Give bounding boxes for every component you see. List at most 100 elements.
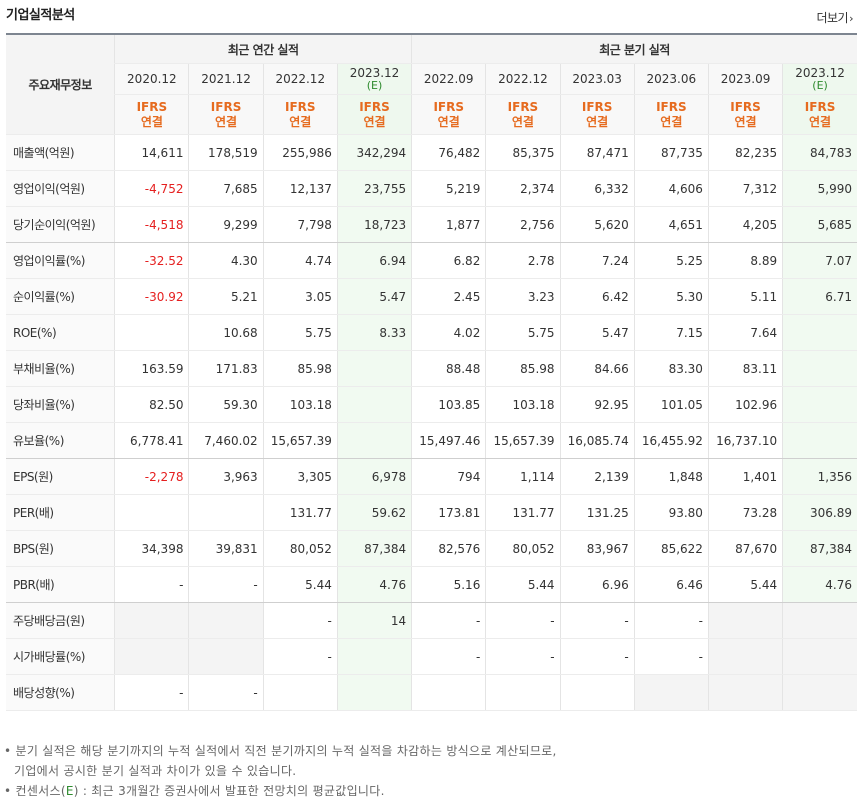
basis-scope: 연결 [734, 114, 757, 129]
table-cell: 306.89 [782, 494, 857, 531]
table-cell: 84,783 [782, 134, 857, 171]
basis-header: IFRS 연결 [114, 94, 189, 135]
table-cell: 7,685 [188, 170, 264, 207]
more-link[interactable]: 더보기› [816, 9, 853, 26]
table-cell: 4,205 [707, 206, 783, 243]
table-cell: 76,482 [411, 134, 486, 171]
table-cell: 1,356 [782, 458, 857, 495]
table-cell [782, 386, 857, 423]
table-cell: 4.74 [262, 242, 338, 279]
basis-header: IFRS 연결 [485, 94, 561, 135]
table-cell: - [262, 638, 338, 675]
period-header: 2023.09 [707, 63, 783, 95]
table-cell: 4,651 [633, 206, 709, 243]
table-row: PBR(배) - -5.44 4.76 5.16 5.44 6.96 6.46 5.44 4.76 [6, 566, 857, 603]
table-cell: 85,375 [485, 134, 561, 171]
table-cell: 2.78 [485, 242, 561, 279]
table-row: 순이익률(%) -30.92 5.21 3.05 5.47 2.45 3.23 6.42 5.3… [6, 278, 857, 315]
table-cell: 16,455.92 [633, 422, 709, 459]
period-header: 2023.03 [559, 63, 635, 95]
table-cell: 1,877 [411, 206, 486, 243]
table-cell: 3,305 [262, 458, 338, 495]
basis-scope: 연결 [660, 114, 683, 129]
row-label: BPS(원) [6, 530, 115, 567]
table-cell [114, 602, 189, 639]
row-label: 시가배당률(%) [6, 638, 115, 675]
table-cell: 9,299 [188, 206, 264, 243]
basis-standard: IFRS [285, 99, 316, 114]
basis-scope: 연결 [437, 114, 460, 129]
table-cell: 6.42 [559, 278, 635, 315]
table-cell: 163.59 [114, 350, 189, 387]
table-cell: 6.94 [336, 242, 412, 279]
table-cell: 5.47 [559, 314, 635, 351]
period-header: 2021.12 [188, 63, 264, 95]
table-cell: 15,657.39 [485, 422, 561, 459]
table-cell: - [633, 602, 709, 639]
table-cell [782, 314, 857, 351]
table-cell: 103.18 [262, 386, 338, 423]
basis-standard: IFRS [359, 99, 390, 114]
table-cell: - [485, 602, 561, 639]
table-cell: 1,848 [633, 458, 709, 495]
period-header: 2023.06 [633, 63, 709, 95]
table-cell [336, 386, 412, 423]
table-cell: 82.50 [114, 386, 189, 423]
row-label: PER(배) [6, 494, 115, 531]
table-cell [114, 314, 189, 351]
row-label: 유보율(%) [6, 422, 115, 459]
table-cell [707, 638, 783, 675]
table-cell: 2,139 [559, 458, 635, 495]
table-cell: 87,670 [707, 530, 783, 567]
table-cell: 85.98 [485, 350, 561, 387]
table-cell [336, 422, 412, 459]
table-cell [188, 494, 264, 531]
table-cell: - [559, 602, 635, 639]
table-cell: - [188, 566, 264, 603]
basis-scope: 연결 [140, 114, 163, 129]
table-cell: 4.02 [411, 314, 486, 351]
row-label: 영업이익률(%) [6, 242, 115, 279]
table-cell [336, 350, 412, 387]
table-cell: 87,384 [782, 530, 857, 567]
table-cell [336, 674, 412, 711]
table-row: 당좌비율(%) 82.50 59.30 103.18 103.85 103.18 92.95… [6, 386, 857, 423]
table-cell: 15,657.39 [262, 422, 338, 459]
table-cell: 5,620 [559, 206, 635, 243]
table-cell: 3.23 [485, 278, 561, 315]
row-label: 주당배당금(원) [6, 602, 115, 639]
table-cell [114, 638, 189, 675]
row-label: EPS(원) [6, 458, 115, 495]
table-cell: - [485, 638, 561, 675]
table-row: PER(배) 131.77 59.62 173.81 131.77 131.25 93.80… [6, 494, 857, 531]
table-cell: 7.15 [633, 314, 709, 351]
table-cell: 342,294 [336, 134, 412, 171]
table-cell: 18,723 [336, 206, 412, 243]
table-cell: 6.82 [411, 242, 486, 279]
table-cell: 3,963 [188, 458, 264, 495]
basis-header: IFRS 연결 [336, 94, 412, 135]
table-cell: -4,518 [114, 206, 189, 243]
table-cell: 1,401 [707, 458, 783, 495]
period-date: 2020.12 [127, 72, 177, 86]
table-row: 매출액(억원) 14,611 178,519 255,986 342,294 76,482… [6, 134, 857, 171]
table-cell: 80,052 [485, 530, 561, 567]
footnote-2-prefix: 컨센서스( [15, 784, 66, 798]
table-cell: 5.11 [707, 278, 783, 315]
basis-standard: IFRS [210, 99, 242, 114]
table-cell: -4,752 [114, 170, 189, 207]
table-cell: 6.96 [559, 566, 635, 603]
period-header: 2022.09 [411, 63, 486, 95]
table-cell [262, 674, 338, 711]
period-date: 2023.03 [572, 72, 622, 86]
table-cell: 16,085.74 [559, 422, 635, 459]
period-date: 2022.12 [498, 72, 548, 86]
table-cell: 12,137 [262, 170, 338, 207]
footnote-2: • 컨센서스(E) : 최근 3개월간 증권사에서 발표한 전망치의 평균값입니… [4, 784, 385, 798]
basis-header: IFRS 연결 [262, 94, 338, 135]
table-cell [559, 674, 635, 711]
basis-scope: 연결 [809, 114, 832, 129]
table-cell: 16,737.10 [707, 422, 783, 459]
table-row: 부채비율(%) 163.59 171.83 85.98 88.48 85.98 84.66 8… [6, 350, 857, 387]
table-cell: -32.52 [114, 242, 189, 279]
